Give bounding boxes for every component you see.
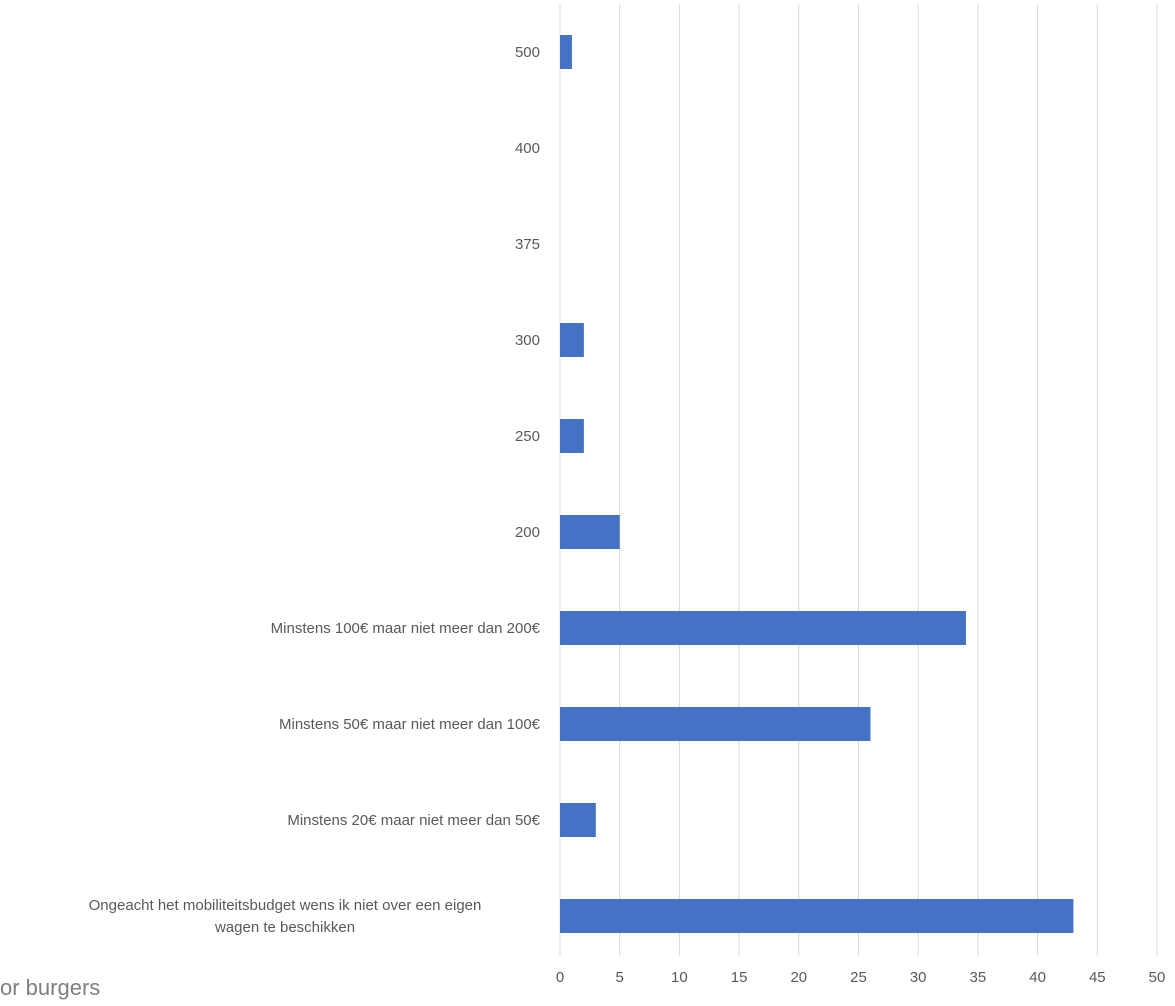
footer-text: or burgers	[0, 975, 101, 1000]
category-label: Minstens 20€ maar niet meer dan 50€	[287, 812, 540, 829]
category-label: 500	[515, 44, 540, 61]
category-label: Minstens 100€ maar niet meer dan 200€	[271, 620, 541, 637]
category-label: 375	[515, 236, 540, 253]
x-tick-label: 50	[1149, 969, 1166, 986]
bar	[560, 35, 572, 69]
bar	[560, 419, 584, 453]
x-tick-label: 30	[910, 969, 927, 986]
x-tick-label: 15	[731, 969, 748, 986]
category-label: 250	[515, 428, 540, 445]
bar	[560, 899, 1074, 933]
x-tick-label: 45	[1089, 969, 1106, 986]
bar	[560, 515, 620, 549]
category-labels: 500 400 375 300 250 200 Minstens 100€ maar nie…	[89, 44, 541, 936]
x-tick-label: 25	[850, 969, 867, 986]
category-label: 400	[515, 140, 540, 157]
bar	[560, 707, 871, 741]
category-label: Minstens 50€ maar niet meer dan 100€	[279, 716, 541, 733]
category-label: wagen te beschikken	[214, 919, 355, 936]
gridlines	[559, 4, 1158, 956]
x-tick-labels: 0 5 10 15 20 25 30 35 40 45 50	[556, 969, 1166, 986]
x-tick-label: 0	[556, 969, 564, 986]
x-tick-label: 20	[790, 969, 807, 986]
bars	[560, 35, 1074, 933]
bar	[560, 803, 596, 837]
x-tick-label: 35	[970, 969, 987, 986]
category-label: 300	[515, 332, 540, 349]
category-label: 200	[515, 524, 540, 541]
x-tick-label: 40	[1029, 969, 1046, 986]
x-tick-label: 5	[616, 969, 624, 986]
bar	[560, 323, 584, 357]
category-label: Ongeacht het mobiliteitsbudget wens ik n…	[89, 897, 482, 914]
x-tick-label: 10	[671, 969, 688, 986]
bar	[560, 611, 966, 645]
